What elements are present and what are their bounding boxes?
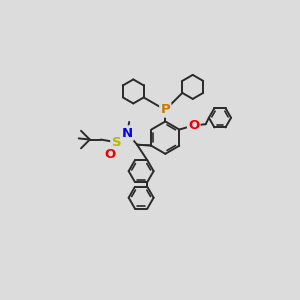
Text: O: O	[188, 119, 199, 132]
Text: O: O	[104, 148, 116, 161]
Text: O: O	[188, 119, 199, 132]
Text: S: S	[112, 136, 121, 149]
Text: O: O	[104, 148, 116, 161]
Text: P: P	[160, 103, 170, 116]
Text: S: S	[112, 136, 121, 149]
Text: N: N	[122, 127, 133, 140]
Text: N: N	[122, 127, 133, 140]
Text: P: P	[160, 103, 170, 116]
